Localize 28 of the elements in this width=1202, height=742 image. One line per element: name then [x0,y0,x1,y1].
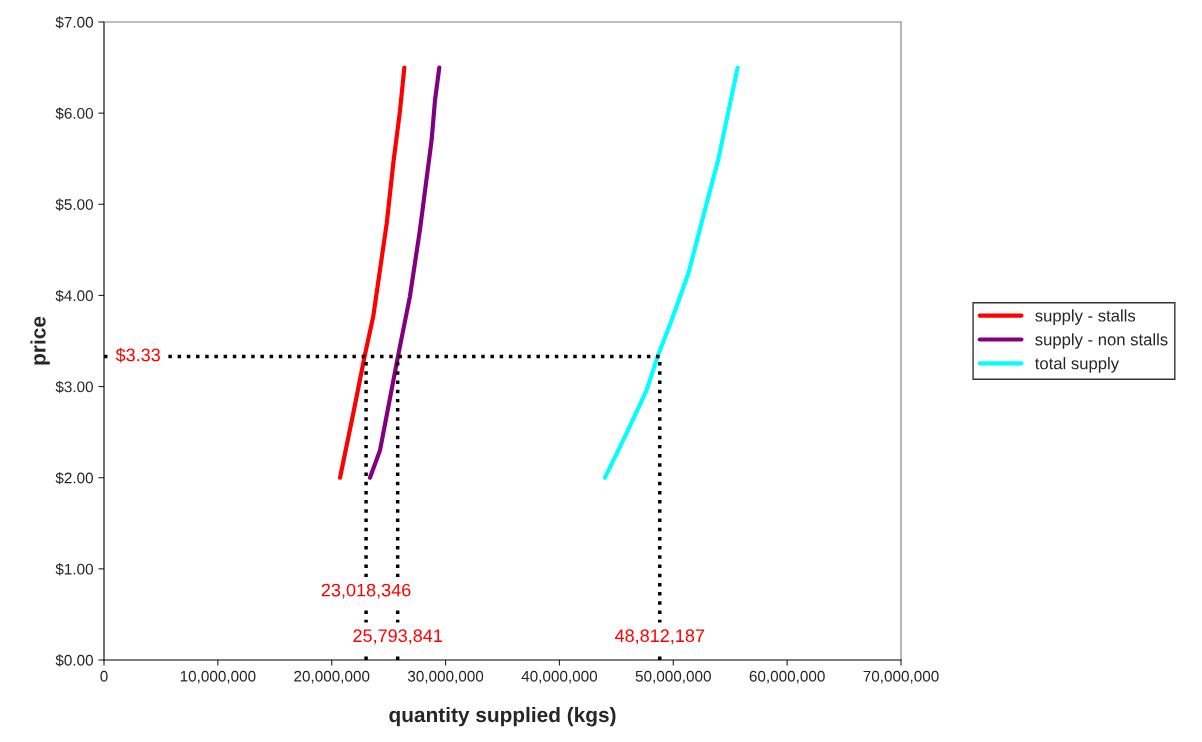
x-tick-label: 10,000,000 [180,670,256,684]
legend-label: supply - non stalls [1035,333,1168,349]
x-tick-label: 60,000,000 [749,670,825,684]
y-tick-label: $6.00 [55,107,93,120]
y-tick-label: $7.00 [55,16,93,29]
y-tick-label: $3.00 [55,380,93,394]
x-tick-label: 40,000,000 [521,670,598,684]
y-axis-title: price [30,316,50,365]
x-tick-label: 30,000,000 [407,670,484,684]
line-series [367,65,442,480]
x-tick-label: 0 [100,670,108,682]
annotation: 25,793,841 [353,629,442,645]
legend-label: total supply [1035,357,1120,373]
annotation: 48,812,187 [615,629,705,645]
line-series [602,65,740,480]
legend-label: supply - stalls [1035,309,1136,325]
annotation: 23,018,346 [321,583,411,599]
y-tick-label: $2.00 [55,471,93,485]
x-tick-label: 70,000,000 [863,670,939,684]
y-tick-label: $1.00 [55,563,93,576]
line-series [337,65,407,480]
y-tick-label: $5.00 [55,198,93,211]
y-tick-label: $4.00 [55,289,93,303]
annotation: $3.33 [115,347,160,363]
x-tick-label: 20,000,000 [294,670,370,684]
y-tick-label: $0.00 [55,654,93,667]
x-tick-label: 50,000,000 [635,670,711,684]
x-axis-title: quantity supplied (kgs) [389,706,616,727]
